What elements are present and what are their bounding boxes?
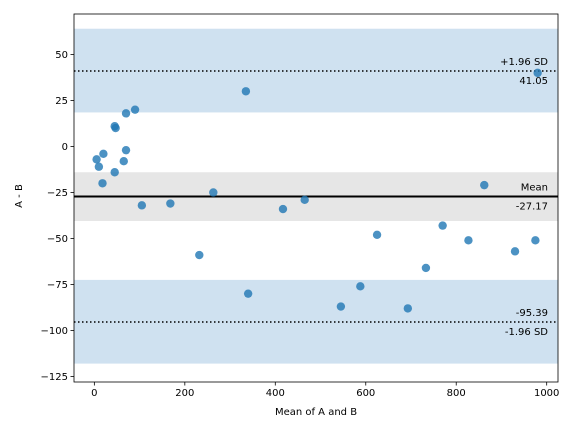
data-point <box>336 302 346 311</box>
data-point <box>531 236 540 245</box>
y-tick-label: −50 <box>47 234 68 245</box>
data-point <box>209 188 218 197</box>
data-point <box>94 162 104 171</box>
x-tick-label: 400 <box>266 388 285 399</box>
data-point <box>130 105 140 114</box>
data-point <box>480 180 489 190</box>
data-point <box>98 179 107 188</box>
y-tick-label: −25 <box>47 188 68 199</box>
x-tick-label: 0 <box>91 388 97 399</box>
data-point <box>121 145 131 155</box>
data-point <box>438 221 447 230</box>
data-point <box>166 199 175 208</box>
line-annotations: +1.96 SD 41.05 Mean -27.17 -95.39 -1.96 SD <box>500 57 548 338</box>
x-tick-label: 200 <box>175 388 194 399</box>
upper-loa-line-label-bottom: 41.05 <box>519 76 548 87</box>
x-tick-label: 800 <box>447 388 466 399</box>
x-tick-label: 600 <box>356 388 375 399</box>
data-point <box>92 155 101 164</box>
data-point <box>372 230 382 239</box>
mean-line-label-bottom: -27.17 <box>516 201 548 212</box>
x-tick-label: 1000 <box>534 388 559 399</box>
data-point <box>403 304 413 313</box>
reference-lines <box>74 70 558 323</box>
data-point <box>356 282 365 291</box>
data-point <box>119 157 128 166</box>
data-point <box>464 236 473 245</box>
upper-loa-line-label-top: +1.96 SD <box>500 57 548 68</box>
axes: 0 200 400 600 800 1000 −125 −100 −75 −50 −25 0 25 50 <box>41 13 559 399</box>
y-tick-label: 25 <box>55 96 68 107</box>
data-point <box>300 195 309 205</box>
data-point <box>421 263 431 273</box>
x-axis-label: Mean of A and B <box>275 407 357 418</box>
data-point <box>241 87 251 96</box>
data-point <box>99 149 108 159</box>
data-point <box>278 204 288 214</box>
y-tick-label: −75 <box>47 280 68 291</box>
lower-loa-line-label-bottom: -1.96 SD <box>505 327 548 338</box>
data-point <box>510 247 520 256</box>
mean-line-label-top: Mean <box>521 182 548 193</box>
data-point <box>137 201 147 210</box>
plot-frame <box>73 13 559 383</box>
y-tick-label: 50 <box>55 50 68 61</box>
data-point <box>121 109 131 118</box>
data-point <box>243 289 253 298</box>
lower-loa-line-label-top: -95.39 <box>516 308 548 319</box>
y-tick-label: −125 <box>41 372 68 383</box>
y-axis-label: A - B <box>14 184 25 208</box>
y-tick-label: 0 <box>62 142 68 153</box>
y-tick-label: −100 <box>41 326 68 337</box>
data-point <box>111 123 120 133</box>
data-points <box>92 68 542 313</box>
data-point <box>533 68 542 78</box>
data-point <box>110 168 119 177</box>
data-point <box>195 250 204 260</box>
